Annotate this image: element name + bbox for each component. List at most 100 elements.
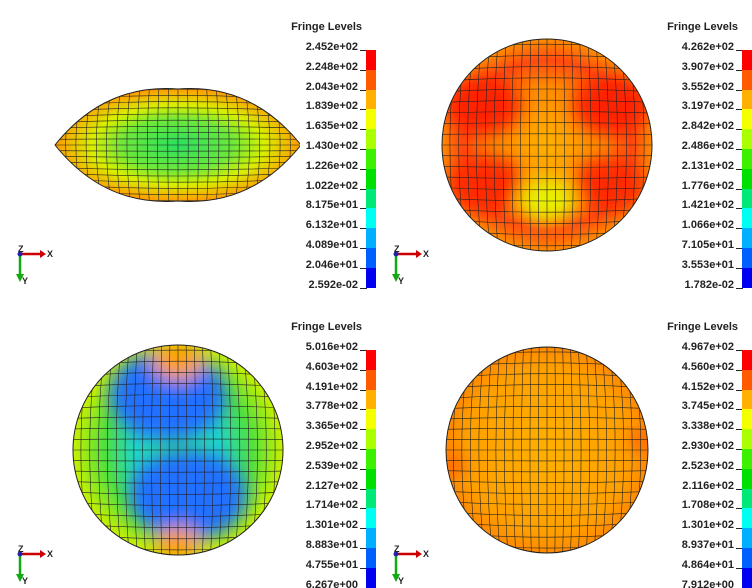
legend-level: 2.486e+02: [681, 140, 744, 152]
colorbar-segment: [742, 468, 752, 489]
y-axis-label: Y: [22, 276, 28, 286]
colorbar-segment: [366, 468, 376, 489]
legend-level: 4.152e+02: [681, 380, 744, 393]
colorbar-segment: [366, 69, 376, 90]
colorbar-segment: [742, 208, 752, 229]
colorbar-segment: [366, 228, 376, 249]
colorbar-segment: [366, 248, 376, 268]
axis-triad-icon: Z X Y: [384, 242, 434, 286]
colorbar-segment: [366, 389, 376, 410]
colorbar-segment: [742, 409, 752, 430]
legend-level: 4.560e+02: [681, 360, 744, 373]
colorbar-segment: [366, 267, 376, 288]
legend-level: 6.267e+00: [306, 579, 368, 588]
legend-level: 2.842e+02: [681, 120, 744, 133]
fringe-legend: Fringe Levels 4.262e+02 3.907e+02 3.552e+02…: [662, 0, 752, 294]
legend-level: 2.523e+02: [681, 459, 744, 472]
colorbar-segment: [742, 508, 752, 529]
fringe-plot: [54, 88, 300, 202]
colorbar-segment: [742, 129, 752, 150]
legend-title: Fringe Levels: [667, 21, 738, 33]
legend-level: 2.131e+02: [681, 159, 744, 172]
colorbar-segment: [366, 429, 376, 450]
legend-level: 2.116e+02: [682, 479, 743, 492]
fringe-legend: Fringe Levels 4.967e+02 4.560e+02 4.152e+02…: [662, 300, 752, 588]
colorbar-segment: [366, 528, 376, 549]
colorbar-segment: [742, 267, 752, 288]
legend-level: 1.301e+02: [305, 519, 368, 532]
legend-level: 2.930e+02: [681, 440, 744, 452]
legend-level: 3.552e+02: [681, 80, 744, 93]
legend-level: 3.553e+01: [681, 258, 744, 271]
legend-level: 1.421e+02: [681, 199, 744, 212]
legend-level: 2.046e+01: [305, 258, 368, 271]
colorbar-segment: [366, 188, 376, 209]
colorbar-segment: [742, 89, 752, 110]
legend-level: 4.191e+02: [305, 380, 368, 393]
colorbar-segment: [366, 89, 376, 110]
fringe-legend: Fringe Levels 2.452e+02 2.248e+02 2.043e+02…: [286, 0, 376, 294]
colorbar-segment: [742, 168, 752, 189]
colorbar-segment: [742, 369, 752, 390]
legend-level: 3.745e+02: [681, 400, 744, 413]
y-axis-label: Y: [398, 276, 404, 286]
legend-level: 1.714e+02: [305, 499, 368, 512]
fringe-legend: Fringe Levels 5.016e+02 4.603e+02 4.191e+02…: [286, 300, 376, 588]
y-axis-label: Y: [398, 576, 404, 586]
legend-level: 4.755e+01: [305, 558, 368, 571]
legend-level: 7.105e+01: [681, 239, 744, 251]
legend-level: 4.603e+02: [305, 360, 368, 373]
colorbar-segment: [366, 567, 376, 588]
colorbar-segment: [742, 567, 752, 588]
legend-level: 4.089e+01: [305, 239, 368, 251]
legend-level: 1.776e+02: [681, 179, 744, 192]
contour-panel-1: Fringe Levels 2.452e+02 2.248e+02 2.043e+02…: [0, 0, 376, 294]
x-axis-label: X: [47, 249, 53, 259]
colorbar-segment: [742, 350, 752, 370]
z-axis-label: Z: [394, 544, 400, 554]
x-axis-label: X: [423, 549, 429, 559]
fringe-plot: [445, 346, 649, 554]
legend-level: 8.937e+01: [681, 539, 744, 551]
colorbar-segment: [742, 449, 752, 469]
colorbar-segment: [742, 188, 752, 209]
colorbar-segment: [742, 528, 752, 549]
colorbar-segment: [366, 50, 376, 70]
colorbar-segment: [366, 449, 376, 469]
legend-level: 1.022e+02: [305, 179, 368, 192]
legend-level: 8.883e+01: [305, 539, 368, 551]
colorbar-segment: [366, 109, 376, 130]
axis-triad-icon: Z X Y: [384, 542, 434, 586]
colorbar-segment: [742, 69, 752, 90]
legend-level: 3.907e+02: [681, 60, 744, 73]
colorbar-segment: [366, 350, 376, 370]
legend-level: 3.197e+02: [681, 100, 744, 113]
axis-triad-icon: Z X Y: [8, 242, 58, 286]
z-axis-label: Z: [394, 244, 400, 254]
colorbar-segment: [742, 488, 752, 509]
legend-level: 1.226e+02: [305, 159, 368, 172]
legend-level: 1.301e+02: [681, 519, 744, 532]
contour-panel-2: Fringe Levels 4.262e+02 3.907e+02 3.552e+02…: [376, 0, 752, 294]
legend-level: 5.016e+02: [305, 341, 368, 353]
legend-level: 6.132e+01: [305, 219, 368, 232]
legend-title: Fringe Levels: [667, 321, 738, 333]
legend-level: 7.912e+00: [682, 579, 744, 588]
legend-level: 1.708e+02: [681, 499, 744, 512]
colorbar-segment: [366, 548, 376, 568]
colorbar-segment: [742, 50, 752, 70]
legend-level: 3.338e+02: [681, 420, 744, 433]
colorbar-segment: [366, 129, 376, 150]
legend-level: 2.592e-02: [308, 278, 367, 291]
legend-level: 1.430e+02: [305, 140, 368, 152]
colorbar-segment: [366, 208, 376, 229]
legend-level: 2.043e+02: [305, 80, 368, 93]
contour-panel-3: Fringe Levels 5.016e+02 4.603e+02 4.191e+02…: [0, 300, 376, 588]
legend-level: 8.175e+01: [305, 199, 368, 212]
colorbar-segment: [742, 389, 752, 410]
colorbar-segment: [366, 168, 376, 189]
x-axis-label: X: [47, 549, 53, 559]
legend-level: 4.864e+01: [681, 558, 744, 571]
colorbar-segment: [366, 149, 376, 169]
legend-level: 2.248e+02: [305, 60, 368, 73]
